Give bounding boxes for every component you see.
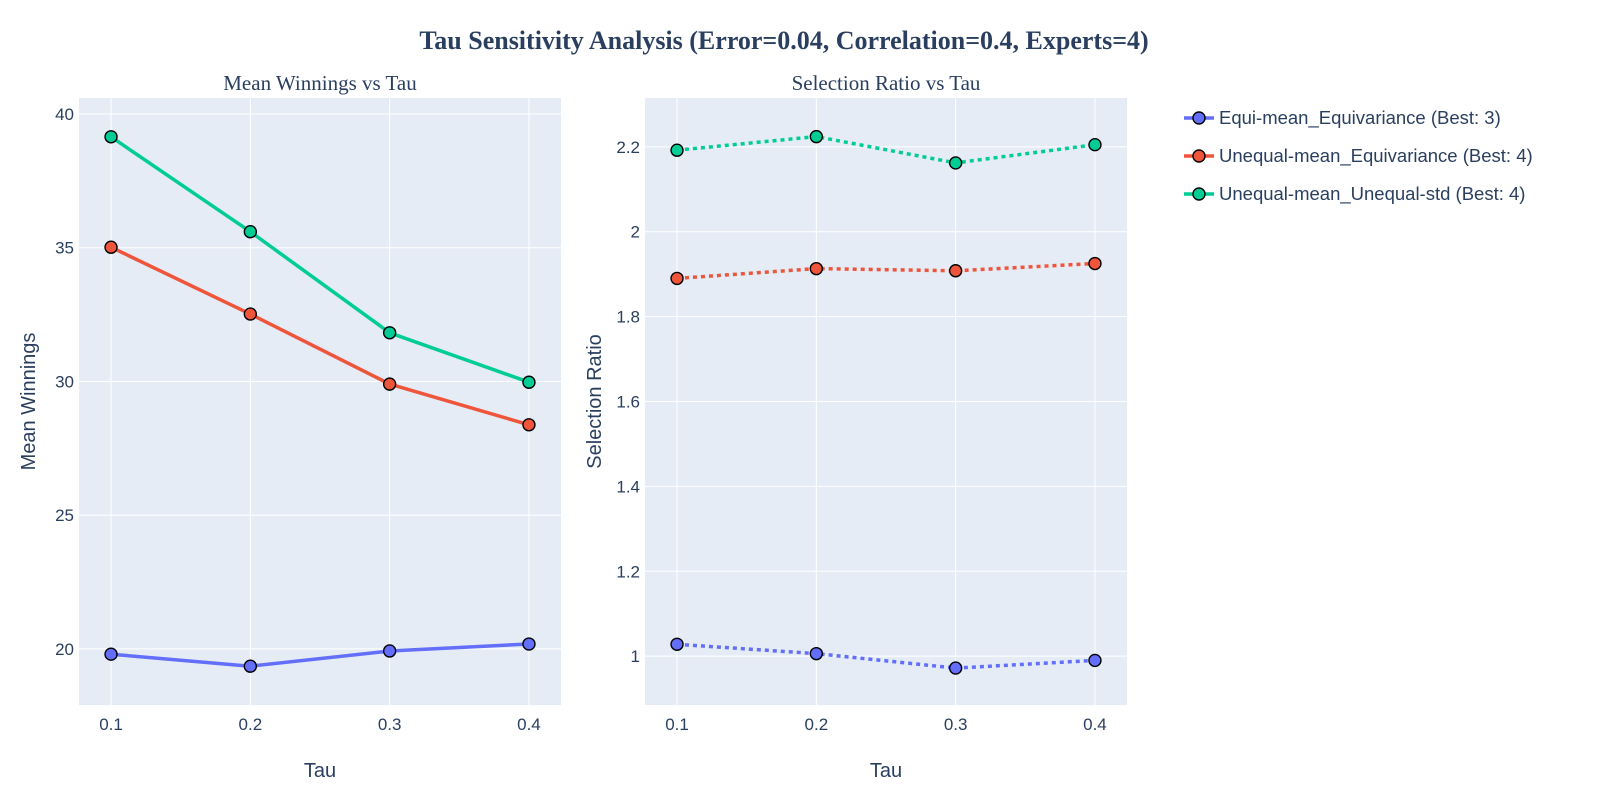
subplot-panels: 0.1 0.2 0.3 0.4 20 25 30 35 40 Mean Winnings vs T…	[18, 71, 1127, 782]
legend-label: Unequal-mean_Unequal-std (Best: 4)	[1219, 183, 1525, 205]
data-point[interactable]: Unequal-mean_Unequal-std (Best: 4): (0.3…	[382, 326, 397, 340]
y-tick-label: 1	[631, 647, 640, 666]
data-point[interactable]: Equi-mean_Equivariance (Best: 3): (0.3, …	[948, 661, 963, 675]
subplot-1: 0.1 0.2 0.3 0.4 20 25 30 35 40 Mean Winnings vs T…	[18, 71, 561, 782]
series-line-3	[110, 135, 530, 384]
data-point[interactable]: Unequal-mean_Unequal-std (Best: 4): (0.4…	[522, 375, 536, 389]
data-point[interactable]: Unequal-mean_Equivariance (Best: 4): (0.…	[670, 271, 684, 286]
data-point[interactable]: Unequal-mean_Unequal-std (Best: 4): (0.3…	[948, 156, 963, 170]
legend-item[interactable]: Equi-mean_Equivariance (Best: 3)	[1184, 107, 1501, 129]
data-point[interactable]: Equi-mean_Equivariance (Best: 3): (0.2, …	[809, 646, 824, 661]
y-tick-label: 20	[55, 640, 74, 659]
data-point[interactable]: Unequal-mean_Equivariance (Best: 4): (0.…	[104, 240, 118, 254]
data-point[interactable]: Unequal-mean_Equivariance (Best: 4): (0.…	[948, 264, 963, 278]
data-point[interactable]: Unequal-mean_Equivariance (Best: 4): (0.…	[522, 418, 536, 432]
legend-marker-swatch	[1192, 149, 1206, 163]
data-point[interactable]: Equi-mean_Equivariance (Best: 3): (0.1, …	[104, 647, 118, 661]
data-point[interactable]: Equi-mean_Equivariance (Best: 3): (0.3, …	[382, 644, 397, 658]
x-tick-label: 0.3	[378, 715, 402, 734]
legend-item[interactable]: Unequal-mean_Equivariance (Best: 4)	[1184, 145, 1533, 167]
y-tick-label: 30	[55, 372, 74, 391]
x-tick-label: 0.4	[517, 715, 541, 734]
data-point[interactable]: Equi-mean_Equivariance (Best: 3): (0.4, …	[522, 637, 536, 651]
subplot-title: Selection Ratio vs Tau	[792, 71, 981, 95]
subplot-2: 0.1 0.2 0.3 0.4 1 1.2 1.4 1.6 1.8 2 2.2 Selection R…	[584, 71, 1127, 782]
series-line-1	[676, 642, 1096, 670]
data-point[interactable]: Unequal-mean_Equivariance (Best: 4): (0.…	[809, 261, 824, 276]
y-axis-title: Selection Ratio	[584, 334, 606, 469]
x-tick-label: 0.3	[944, 715, 968, 734]
x-tick-label: 0.4	[1083, 715, 1107, 734]
legend[interactable]: Equi-mean_Equivariance (Best: 3) Unequal-…	[1184, 107, 1533, 205]
x-tick-label: 0.2	[239, 715, 263, 734]
y-tick-label: 2.2	[616, 138, 640, 157]
data-point[interactable]: Unequal-mean_Equivariance (Best: 4): (0.…	[243, 307, 258, 321]
y-tick-label: 2	[631, 223, 640, 242]
legend-label: Unequal-mean_Equivariance (Best: 4)	[1219, 145, 1533, 167]
data-point[interactable]: Unequal-mean_Unequal-std (Best: 4): (0.2…	[809, 129, 824, 144]
y-tick-label: 1.6	[616, 393, 640, 412]
data-point[interactable]: Unequal-mean_Unequal-std (Best: 4): (0.1…	[104, 130, 118, 144]
legend-marker-swatch	[1192, 111, 1206, 125]
data-point[interactable]: Unequal-mean_Equivariance (Best: 4): (0.…	[382, 377, 397, 391]
data-point[interactable]: Equi-mean_Equivariance (Best: 3): (0.2, …	[243, 659, 258, 673]
data-point[interactable]: Unequal-mean_Equivariance (Best: 4): (0.…	[1088, 256, 1102, 271]
y-tick-label: 35	[55, 239, 74, 258]
data-point[interactable]: Equi-mean_Equivariance (Best: 3): (0.1, …	[670, 637, 684, 651]
x-axis-title: Tau	[870, 760, 902, 782]
x-tick-label: 0.2	[805, 715, 829, 734]
x-tick-label: 0.1	[665, 715, 689, 734]
y-tick-label: 25	[55, 506, 74, 525]
series-line-2	[110, 245, 530, 427]
series-line-2	[676, 261, 1096, 281]
plot-area-background	[79, 98, 561, 705]
data-point[interactable]: Unequal-mean_Unequal-std (Best: 4): (0.1…	[670, 143, 684, 157]
legend-marker-swatch	[1192, 187, 1206, 201]
chart-main-title: Tau Sensitivity Analysis (Error=0.04, Co…	[419, 26, 1148, 55]
data-point[interactable]: Unequal-mean_Unequal-std (Best: 4): (0.2…	[243, 225, 258, 239]
data-point[interactable]: Equi-mean_Equivariance (Best: 3): (0.4, …	[1088, 653, 1102, 668]
y-axis-title: Mean Winnings	[18, 333, 40, 471]
y-tick-label: 40	[55, 105, 74, 124]
subplot-title: Mean Winnings vs Tau	[223, 71, 417, 95]
x-axis-title: Tau	[304, 760, 336, 782]
x-tick-label: 0.1	[99, 715, 123, 734]
legend-item[interactable]: Unequal-mean_Unequal-std (Best: 4)	[1184, 183, 1525, 205]
series-line-1	[110, 642, 530, 668]
series-line-3	[676, 134, 1096, 165]
y-tick-label: 1.2	[616, 562, 640, 581]
y-tick-label: 1.8	[616, 308, 640, 327]
legend-label: Equi-mean_Equivariance (Best: 3)	[1219, 107, 1501, 129]
y-tick-label: 1.4	[616, 477, 640, 496]
data-point[interactable]: Unequal-mean_Unequal-std (Best: 4): (0.4…	[1088, 137, 1102, 152]
